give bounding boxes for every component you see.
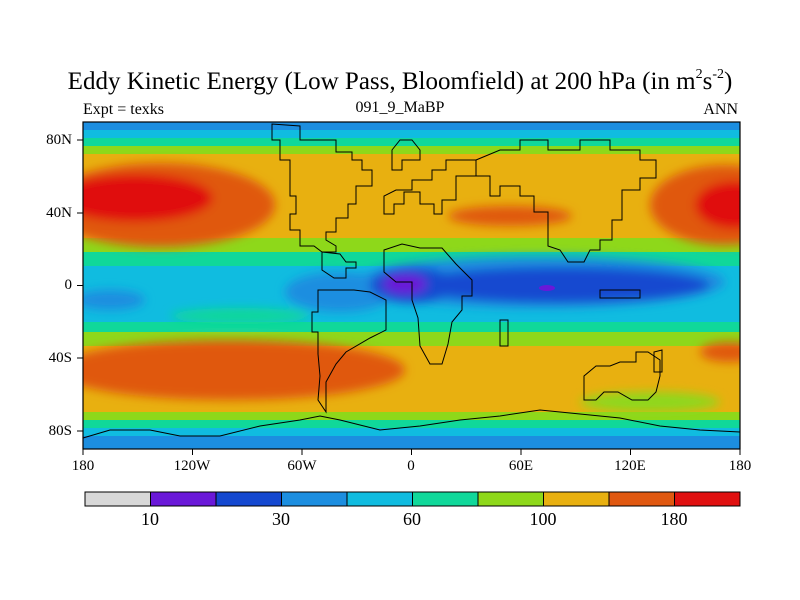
maritime-continent xyxy=(599,289,641,299)
lon-tick: 180 xyxy=(71,458,95,474)
colorbar-label: 60 xyxy=(403,509,421,529)
colorbar-label: 180 xyxy=(660,509,688,529)
lat-tick: 40N xyxy=(46,205,72,221)
band-subtrop-s-green xyxy=(83,322,740,332)
tropic-core-africa xyxy=(383,274,427,294)
north-america xyxy=(271,123,373,253)
colorbar-swatch xyxy=(150,491,217,507)
np-storm-track-east-core xyxy=(695,181,740,229)
colorbar-label: 10 xyxy=(141,509,159,529)
colorbar-label: 100 xyxy=(529,509,557,529)
lat-tick: 80S xyxy=(48,423,72,439)
band-polar-s-cyan xyxy=(83,428,740,436)
colorbar-swatch xyxy=(477,491,544,507)
europe xyxy=(383,159,477,215)
plot-title: Eddy Kinetic Energy (Low Pass, Bloomfiel… xyxy=(67,67,733,96)
australia xyxy=(583,351,661,401)
lon-tick: 120W xyxy=(173,458,211,474)
lat-tick: 0 xyxy=(64,277,73,293)
colorbar-swatch xyxy=(84,491,151,507)
so-storm-track-east xyxy=(700,342,740,362)
tropic-min-indo xyxy=(410,267,710,303)
experiment-label: Expt = texks xyxy=(83,101,165,118)
colorbar-label: 30 xyxy=(272,509,290,529)
season-label: ANN xyxy=(703,101,738,118)
africa xyxy=(383,243,473,365)
band-polar-n-lime xyxy=(83,146,740,154)
so-storm-track xyxy=(83,340,405,400)
band-subtrop-n-lime xyxy=(83,238,740,252)
colorbar-swatch xyxy=(346,491,413,507)
antarctica xyxy=(82,409,741,439)
lon-tick: 120E xyxy=(614,458,646,474)
lon-tick: 180 xyxy=(728,458,752,474)
south-america xyxy=(311,289,387,414)
colorbar-swatch xyxy=(543,491,610,507)
lon-tick: 60E xyxy=(508,458,534,474)
asia-jet-patch xyxy=(448,206,572,226)
lime-patch-south-pacific xyxy=(580,392,720,412)
green-intrusion-s xyxy=(170,308,310,324)
band-polar-s-lime xyxy=(83,412,740,420)
lon-tick: 60W xyxy=(287,458,317,474)
ke-field xyxy=(83,122,740,449)
run-label: 091_9_MaBP xyxy=(355,99,445,116)
axis-ticks xyxy=(77,139,741,455)
colorbar-swatch xyxy=(281,491,348,507)
band-polar-n-blue xyxy=(83,122,740,130)
tropic-core-indian xyxy=(539,285,555,291)
band-polar-n-green xyxy=(83,138,740,146)
colorbar-swatch xyxy=(215,491,282,507)
tropic-low-west xyxy=(83,290,145,310)
asia xyxy=(475,139,657,263)
lon-tick: 0 xyxy=(407,458,415,474)
colorbar-swatch xyxy=(674,491,741,507)
central-america xyxy=(321,251,357,279)
madagascar xyxy=(499,319,509,347)
np-storm-track-west-core xyxy=(83,174,213,222)
band-polar-s-blue xyxy=(83,436,740,449)
band-polar-n-cyan xyxy=(83,130,740,138)
lat-tick: 80N xyxy=(46,132,72,148)
new-zealand xyxy=(653,349,663,373)
coastlines xyxy=(82,123,741,439)
colorbar-swatch xyxy=(412,491,479,507)
lat-tick: 40S xyxy=(48,350,72,366)
colorbar-swatch xyxy=(608,491,675,507)
greenland-area xyxy=(391,139,421,171)
colorbar xyxy=(84,491,741,507)
band-polar-s-green xyxy=(83,420,740,428)
